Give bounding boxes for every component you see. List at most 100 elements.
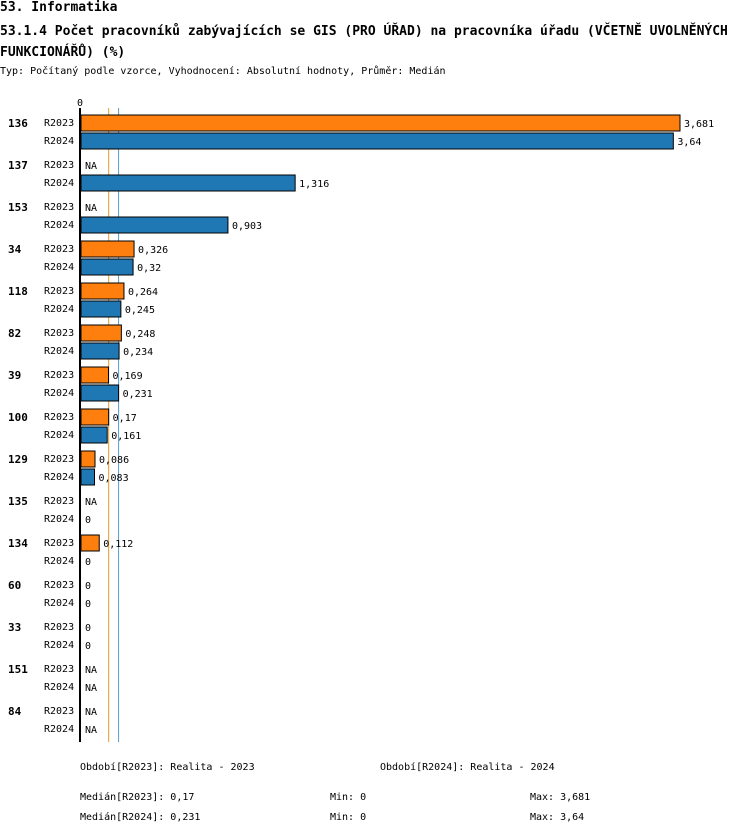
bar-r2024	[80, 342, 120, 360]
series-label: R2024	[44, 346, 74, 357]
value-label: NA	[85, 683, 97, 694]
footer-min-2023: Min: 0	[330, 792, 366, 803]
value-label: 0,32	[137, 263, 161, 274]
series-label: R2023	[44, 160, 74, 171]
group-label: 153	[8, 201, 28, 214]
value-label: 0,245	[125, 305, 155, 316]
value-label: NA	[85, 161, 97, 172]
value-label: 3,64	[677, 137, 701, 148]
series-label: R2024	[44, 556, 74, 567]
chart-title: 53.1.4 Počet pracovníků zabývajících se …	[0, 24, 728, 60]
value-label: 0	[85, 515, 91, 526]
series-label: R2024	[44, 136, 74, 147]
value-label: 3,681	[684, 119, 714, 130]
series-label: R2024	[44, 304, 74, 315]
footer-min-2024: Min: 0	[330, 812, 366, 823]
group-label: 135	[8, 495, 28, 508]
chart-subtitle: Typ: Počítaný podle vzorce, Vyhodnocení:…	[0, 66, 446, 77]
value-label: NA	[85, 665, 97, 676]
value-label: 0	[85, 581, 91, 592]
series-label: R2023	[44, 454, 74, 465]
series-label: R2023	[44, 622, 74, 633]
value-label: 0,248	[125, 329, 155, 340]
value-label: 0	[85, 599, 91, 610]
group-label: 34	[8, 243, 22, 256]
group-label: 82	[8, 327, 21, 340]
series-label: R2024	[44, 472, 74, 483]
footer-median-2024: Medián[R2024]: 0,231	[80, 811, 200, 823]
value-label: NA	[85, 725, 97, 736]
section-title: 53. Informatika	[0, 0, 118, 15]
value-label: 0,083	[99, 473, 129, 484]
value-label: 0,161	[111, 431, 141, 442]
value-label: 0,903	[232, 221, 262, 232]
value-label: 0,112	[103, 539, 133, 550]
series-label: R2023	[44, 412, 74, 423]
bar-r2024	[80, 132, 674, 150]
value-label: 0	[85, 557, 91, 568]
value-label: NA	[85, 203, 97, 214]
series-label: R2023	[44, 580, 74, 591]
series-label: R2024	[44, 640, 74, 651]
series-label: R2024	[44, 430, 74, 441]
value-label: 0,231	[123, 389, 153, 400]
bar-r2024	[80, 426, 108, 444]
value-label: NA	[85, 707, 97, 718]
footer-period-2023: Období[R2023]: Realita - 2023	[80, 761, 255, 773]
series-label: R2023	[44, 538, 74, 549]
series-label: R2024	[44, 262, 74, 273]
group-label: 84	[8, 705, 22, 718]
series-label: R2024	[44, 220, 74, 231]
series-label: R2023	[44, 244, 74, 255]
bar-r2024	[80, 468, 96, 486]
group-label: 137	[8, 159, 28, 172]
zero-tick-label: 0	[77, 98, 83, 109]
group-label: 134	[8, 537, 28, 550]
value-label: 0,326	[138, 245, 168, 256]
bar-r2024	[80, 174, 296, 192]
footer-max-2024: Max: 3,64	[530, 812, 584, 823]
footer-max-2023: Max: 3,681	[530, 792, 590, 803]
series-label: R2024	[44, 514, 74, 525]
value-label: 0	[85, 641, 91, 652]
series-label: R2023	[44, 496, 74, 507]
value-label: 0,234	[123, 347, 153, 358]
bar-r2023	[80, 366, 110, 384]
series-label: R2023	[44, 706, 74, 717]
value-label: 0,086	[99, 455, 129, 466]
bar-r2023	[80, 534, 100, 552]
series-label: R2024	[44, 388, 74, 399]
group-label: 39	[8, 369, 21, 382]
footer-period-2024: Období[R2024]: Realita - 2024	[380, 761, 555, 773]
value-label: 0,17	[113, 413, 137, 424]
series-label: R2023	[44, 202, 74, 213]
bar-r2024	[80, 384, 120, 402]
bar-r2023	[80, 450, 96, 468]
bar-r2023	[80, 240, 135, 258]
group-label: 129	[8, 453, 28, 466]
bar-r2023	[80, 282, 125, 300]
series-label: R2024	[44, 178, 74, 189]
series-label: R2024	[44, 724, 74, 735]
group-label: 151	[8, 663, 28, 676]
series-label: R2023	[44, 370, 74, 381]
series-label: R2023	[44, 118, 74, 129]
value-label: 0,264	[128, 287, 158, 298]
value-label: 0,169	[113, 371, 143, 382]
group-label: 118	[8, 285, 28, 298]
bar-r2024	[80, 300, 122, 318]
bar-r2023	[80, 408, 110, 426]
group-label: 33	[8, 621, 21, 634]
group-label: 136	[8, 117, 28, 130]
bar-r2023	[80, 114, 681, 132]
bar-r2024	[80, 258, 134, 276]
bar-r2023	[80, 324, 122, 342]
series-label: R2023	[44, 286, 74, 297]
value-label: 1,316	[299, 179, 329, 190]
value-label: NA	[85, 497, 97, 508]
series-label: R2023	[44, 328, 74, 339]
value-label: 0	[85, 623, 91, 634]
group-label: 60	[8, 579, 21, 592]
group-label: 100	[8, 411, 28, 424]
